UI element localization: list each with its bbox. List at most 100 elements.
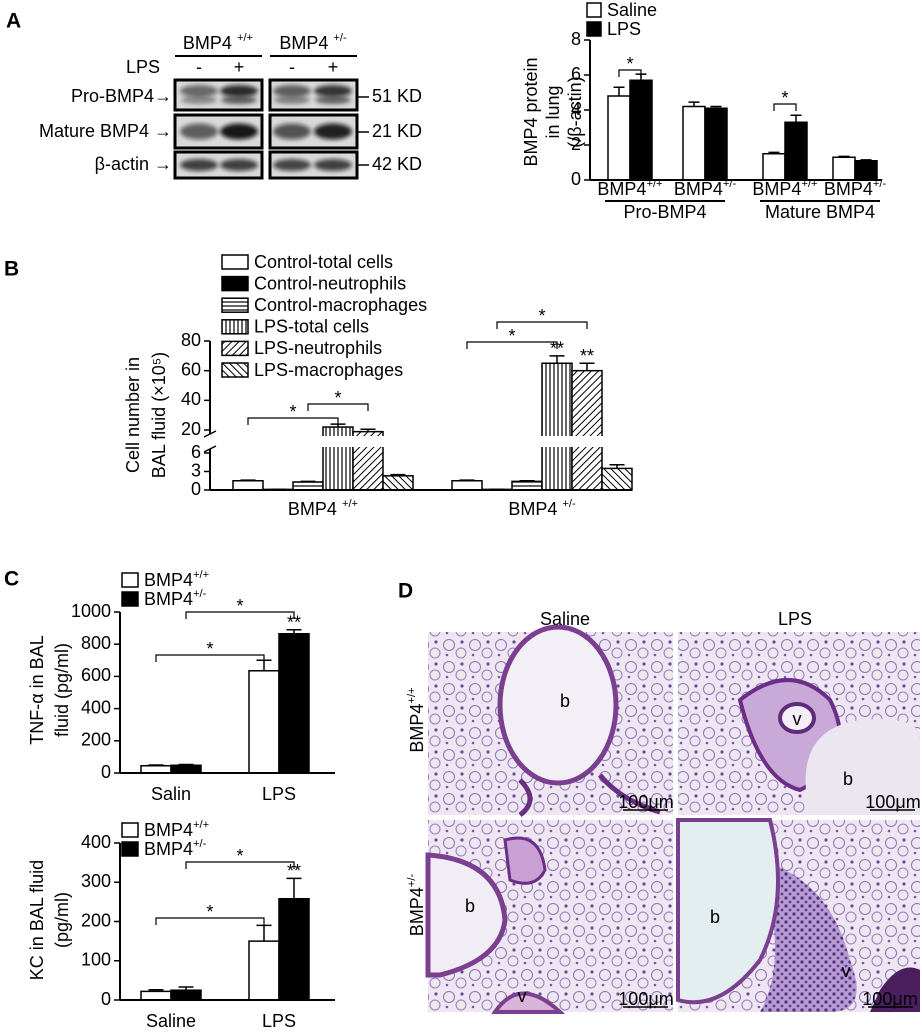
blot-band (314, 85, 352, 97)
bar (170, 989, 202, 1001)
y-tick-label: 0 (191, 479, 201, 499)
text-part: +/- (333, 32, 347, 44)
blot-size: 42 KD (372, 154, 422, 174)
blot-band (314, 159, 352, 171)
y-axis-label: in lung (543, 85, 563, 138)
vessel (778, 702, 816, 734)
bar (762, 153, 786, 181)
significance-bracket (247, 417, 339, 425)
bronchus (497, 624, 619, 786)
y-tick-label: 60 (181, 359, 201, 379)
text-part: BMP4 (674, 179, 723, 199)
text-part: BMP4 (144, 570, 193, 590)
bronchus (805, 719, 920, 815)
text-part: BMP4 (407, 704, 427, 753)
bar (278, 632, 310, 774)
legend-label: BMP4+/+ (144, 819, 209, 840)
significance-label: * (626, 54, 633, 74)
significance-bracket (307, 403, 369, 411)
structure-label: v (842, 961, 851, 981)
legend-label: LPS-macrophages (254, 360, 403, 380)
legend-swatch (221, 340, 249, 357)
significance-bracket (466, 341, 558, 349)
error-bar (549, 355, 565, 364)
blot-band (315, 96, 351, 104)
lps-state: - (289, 57, 295, 77)
y-tick-label: 1000 (71, 601, 111, 621)
legend-label: Control-neutrophils (254, 273, 406, 293)
y-tick-label: 2 (571, 134, 581, 154)
bar (784, 121, 808, 181)
bar (704, 107, 728, 181)
x-tick-label: BMP4+/- (824, 178, 887, 199)
y-tick-label: 6 (571, 64, 581, 84)
panel-label: B (4, 258, 19, 281)
text-part: +/+ (646, 178, 662, 190)
significance-label: * (538, 306, 545, 326)
legend-swatch (221, 254, 249, 270)
legend-swatch (221, 319, 249, 335)
x-tick-label: LPS (262, 784, 296, 804)
error-bar (300, 480, 316, 483)
y-tick-label: 0 (571, 169, 581, 189)
significance-bracket (618, 69, 642, 77)
blot-band (273, 123, 311, 140)
histology-tile: b 100μm (428, 624, 674, 817)
blot-band (180, 123, 218, 140)
significance-label: * (781, 88, 788, 108)
error-bar (148, 764, 164, 766)
structure-label: v (793, 709, 802, 729)
error-bar (178, 986, 194, 991)
text-part: +/- (723, 178, 737, 190)
bar (382, 475, 414, 491)
legend-swatch (121, 822, 139, 838)
significance-label: * (236, 846, 243, 866)
infiltrate (760, 860, 857, 1012)
blot-band (273, 85, 311, 97)
y-tick-label: 800 (81, 633, 111, 653)
x-tick-label: Salin (151, 784, 191, 804)
y-tick-label: 200 (81, 730, 111, 750)
blot-band (220, 85, 258, 97)
legend-label: BMP4+/- (144, 838, 207, 859)
y-tick-label: 200 (81, 910, 111, 930)
significance-label: ** (287, 612, 301, 632)
legend-label: LPS-total cells (254, 317, 369, 337)
significance-label: ** (550, 339, 564, 359)
panel-label: C (4, 568, 19, 591)
vessel-wall (870, 967, 920, 1012)
text-part: +/- (193, 588, 207, 600)
error-bar (286, 877, 302, 899)
y-axis-label: (/β-actin) (565, 76, 585, 147)
y-axis-label: fluid (pg/ml) (52, 643, 72, 737)
significance-label: * (236, 596, 243, 616)
y-axis-label: TNF-α in BAL (27, 635, 47, 744)
text-part: BMP4 (407, 887, 427, 936)
error-bar (688, 101, 700, 107)
legend-label: LPS-neutrophils (254, 338, 382, 358)
significance-bracket (155, 654, 265, 662)
text-part: +/+ (801, 178, 817, 190)
y-tick-label: 80 (181, 330, 201, 350)
histology-tile: b v 100μm (676, 818, 920, 1012)
text-part: BMP4 (508, 499, 562, 519)
error-bar (613, 86, 625, 96)
x-tick-label: BMP4 +/- (508, 498, 576, 519)
significance-bracket (185, 611, 295, 619)
significance-label: * (206, 639, 213, 659)
column-label: Saline (540, 609, 590, 629)
error-bar (790, 114, 802, 123)
text-part: BMP4 (752, 179, 801, 199)
bronchus (676, 818, 780, 1005)
bar (541, 362, 573, 491)
scale-label: 100μm (618, 792, 673, 812)
bar (607, 95, 631, 181)
significance-bracket (155, 917, 265, 925)
legend-label: Control-macrophages (254, 295, 427, 315)
blot-row-label: Mature BMP4 → (39, 121, 172, 141)
error-bar (360, 428, 376, 432)
text-part: BMP4 (824, 179, 873, 199)
structure-label: b (560, 691, 570, 711)
text-part: BMP4 (288, 499, 342, 519)
bar (292, 481, 324, 491)
